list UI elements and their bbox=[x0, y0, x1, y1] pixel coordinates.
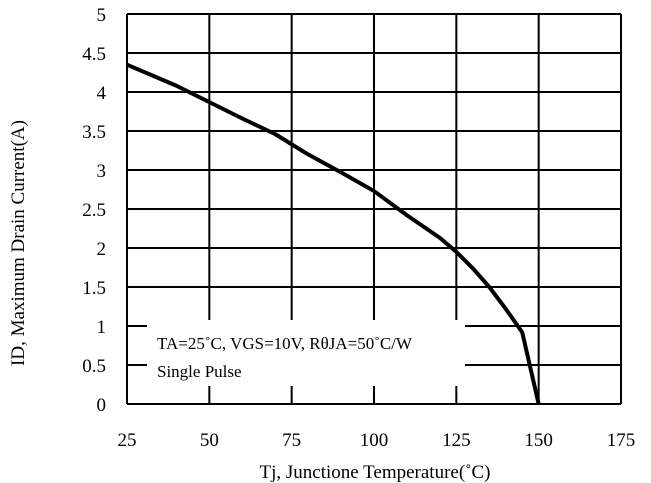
series-group bbox=[126, 62, 541, 405]
y-tick-label: 3 bbox=[97, 161, 107, 182]
x-axis-title: Tj, Junctione Temperature(˚C) bbox=[260, 462, 491, 483]
y-tick-label: 4 bbox=[97, 83, 107, 104]
tick-labels: 25 50 75 100 125 150 175 0 0.5 1 1.5 2 2.5 3 3.5 4 4.5 5 bbox=[82, 5, 635, 451]
x-tick-label: 125 bbox=[442, 430, 471, 451]
y-tick-label: 2.5 bbox=[82, 200, 106, 221]
y-tick-label: 3.5 bbox=[82, 122, 106, 143]
y-tick-label: 1 bbox=[97, 317, 107, 338]
y-tick-label: 0.5 bbox=[82, 356, 106, 377]
x-tick-label: 25 bbox=[118, 430, 137, 451]
annotation-box: TA=25˚C, VGS=10V, RθJA=50˚C/W Single Puls… bbox=[147, 320, 465, 386]
annotation-background bbox=[147, 320, 465, 386]
drain-current-series-line bbox=[126, 62, 541, 405]
annotation-pulse: Single Pulse bbox=[157, 362, 242, 381]
x-tick-label: 150 bbox=[524, 430, 553, 451]
x-tick-label: 175 bbox=[607, 430, 636, 451]
grid bbox=[126, 13, 622, 405]
y-tick-label: 2 bbox=[97, 239, 107, 260]
y-tick-label: 4.5 bbox=[82, 44, 106, 65]
y-tick-label: 1.5 bbox=[82, 278, 106, 299]
x-tick-label: 75 bbox=[282, 430, 301, 451]
annotation-conditions: TA=25˚C, VGS=10V, RθJA=50˚C/W bbox=[157, 334, 413, 353]
x-tick-label: 100 bbox=[360, 430, 389, 451]
x-tick-label: 50 bbox=[200, 430, 219, 451]
y-axis-title: ID, Maximum Drain Current(A) bbox=[8, 120, 29, 366]
y-tick-label: 0 bbox=[97, 395, 107, 416]
y-tick-label: 5 bbox=[97, 5, 107, 26]
